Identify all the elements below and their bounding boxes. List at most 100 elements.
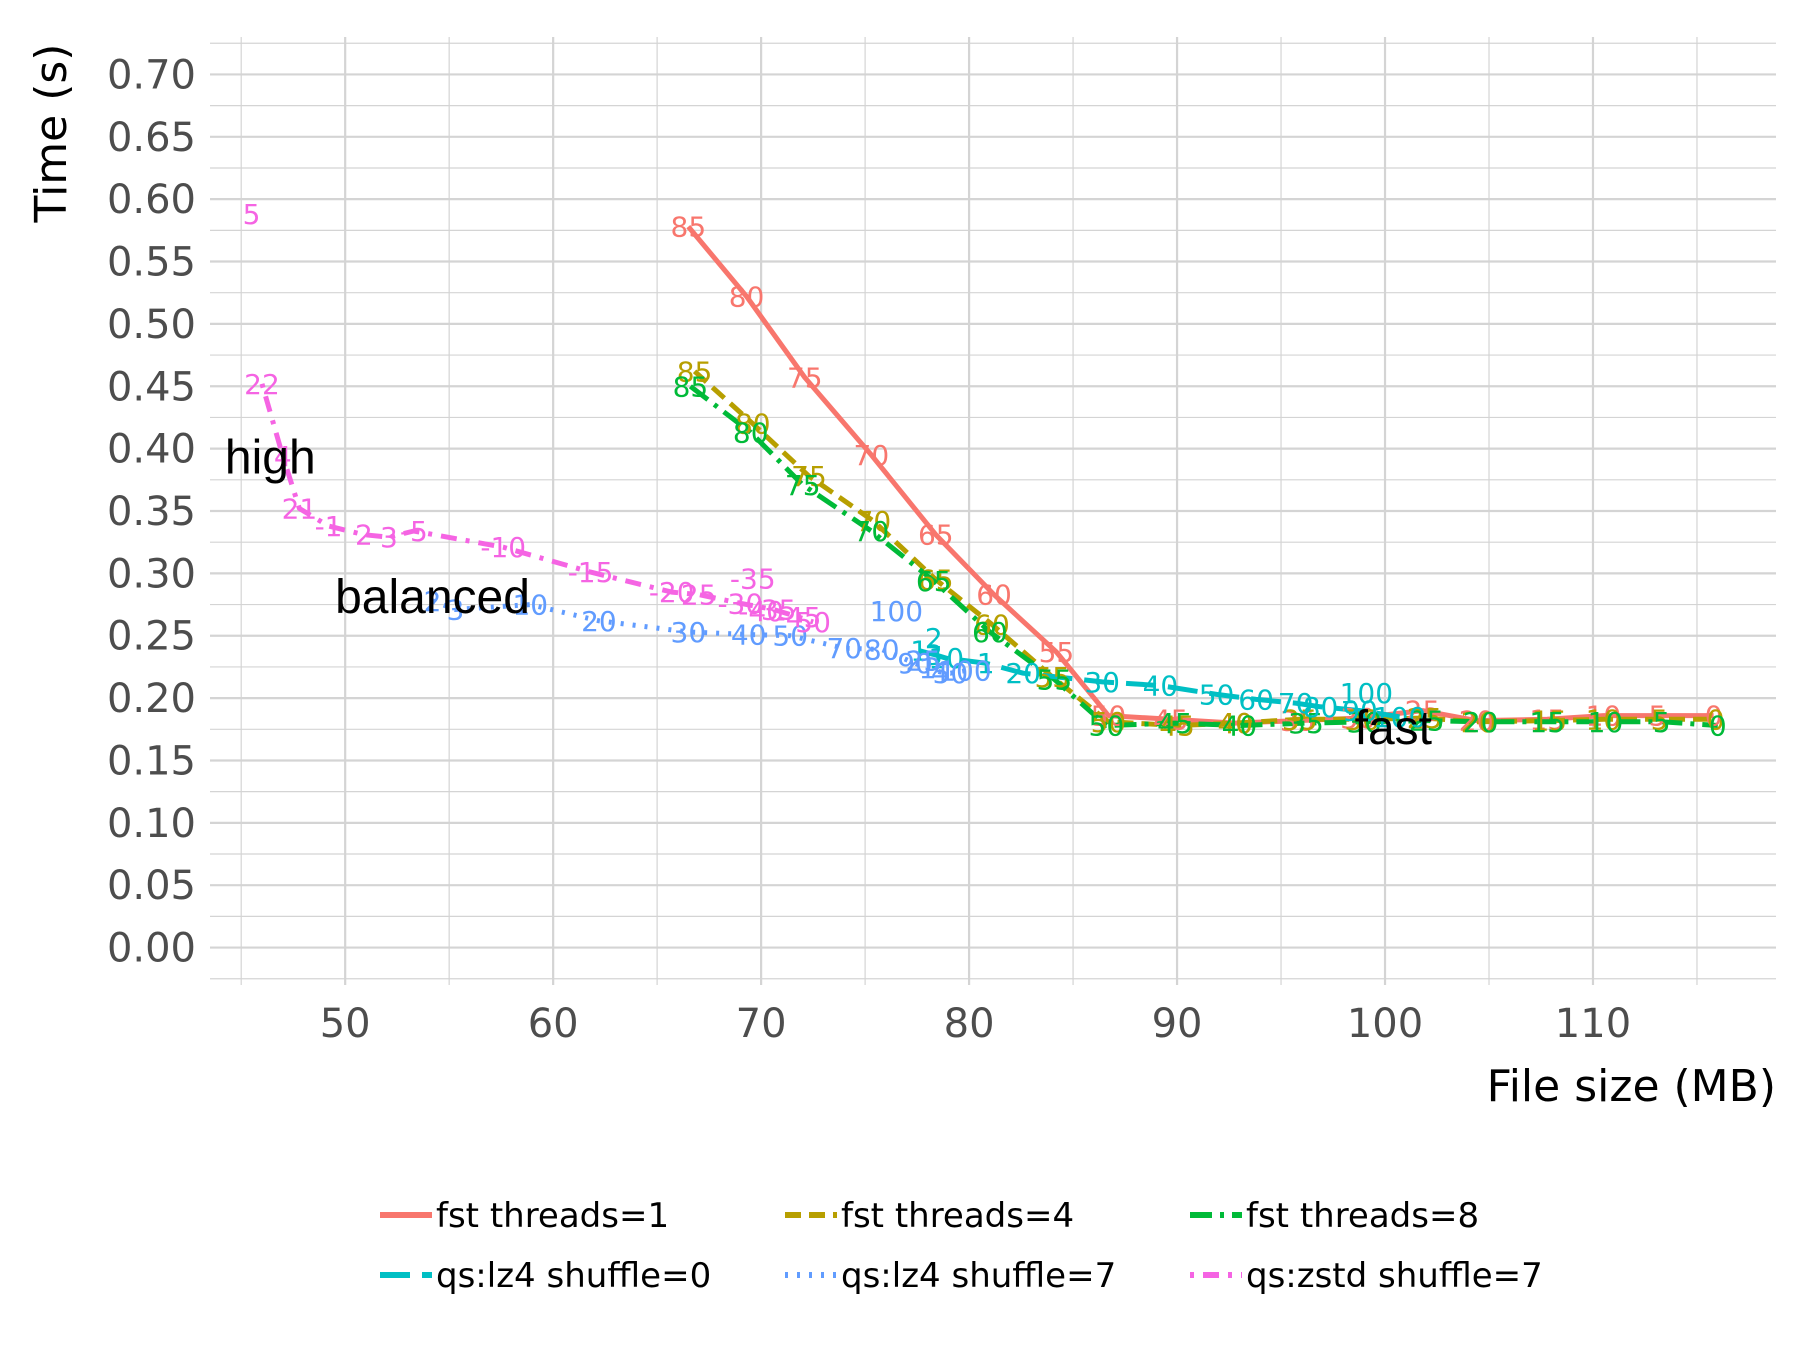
legend-label: fst threads=8 <box>1246 1196 1479 1236</box>
legend-item: qs:lz4 shuffle=7 <box>785 1256 1116 1296</box>
y-tick-label: 0.25 <box>107 614 196 660</box>
point-label: 3 <box>380 521 398 554</box>
point-label: 100 <box>1340 677 1393 710</box>
point-label: 60 <box>974 609 1010 642</box>
annotation-label: high <box>225 431 316 484</box>
point-label: 30 <box>671 616 707 649</box>
point-label: 100 <box>938 655 991 688</box>
point-label: -35 <box>730 562 776 595</box>
point-label: 30 <box>1084 666 1120 699</box>
point-label: 25 <box>1409 705 1445 738</box>
point-label: 65 <box>916 565 952 598</box>
point-label: 45 <box>1157 707 1193 740</box>
point-label: 40 <box>731 618 767 651</box>
point-label: 85 <box>673 370 709 403</box>
point-label: -30 <box>717 587 763 620</box>
y-tick-label: 0.10 <box>107 801 196 847</box>
point-label: 5 <box>1649 700 1667 733</box>
point-label: 90 <box>897 647 933 680</box>
point-label: -35 <box>751 594 797 627</box>
point-label: 65 <box>918 564 954 597</box>
point-label: 50 <box>1091 706 1127 739</box>
point-label: 40 <box>1222 710 1258 743</box>
point-label: 50 <box>1091 700 1127 733</box>
point-label: 10 <box>1586 703 1622 736</box>
point-label: 50 <box>772 620 808 653</box>
point-label: 80 <box>1303 691 1339 724</box>
series-lines <box>259 224 1718 728</box>
point-label: 80 <box>735 408 771 441</box>
legend-label: qs:lz4 shuffle=7 <box>841 1256 1116 1296</box>
point-label: 75 <box>791 460 827 493</box>
y-tick-label: 0.30 <box>107 551 196 597</box>
point-label: 25 <box>681 579 717 612</box>
point-label: 15 <box>1531 705 1567 738</box>
point-label: 10 <box>1586 700 1622 733</box>
point-label: 50 <box>795 606 831 639</box>
point-label: 25 <box>1407 702 1443 735</box>
point-label: 30 <box>1346 706 1382 739</box>
point-label: 50 <box>1199 678 1235 711</box>
point-label: 0 <box>1707 703 1725 736</box>
point-label: 4 <box>931 656 949 689</box>
point-label: 90 <box>1342 695 1378 728</box>
y-tick-label: 0.05 <box>107 863 196 909</box>
point-label: 80 <box>733 416 769 449</box>
point-label: 20 <box>1005 657 1041 690</box>
x-axis-title: File size (MB) <box>1487 1061 1776 1112</box>
legend-item: fst threads=1 <box>380 1196 669 1236</box>
legend-item: fst threads=8 <box>1190 1196 1479 1236</box>
point-label: 75 <box>787 362 823 395</box>
point-label: 1 <box>977 647 995 680</box>
point-label: 20 <box>1461 706 1497 739</box>
legend-label: qs:zstd shuffle=7 <box>1246 1256 1543 1296</box>
point-label: 40 <box>1143 670 1179 703</box>
point-label: 85 <box>671 211 707 244</box>
point-label: 45 <box>1153 703 1189 736</box>
point-label: 70 <box>826 632 862 665</box>
point-label: 55 <box>1037 663 1073 696</box>
point-label: 35 <box>1288 707 1324 740</box>
series-line <box>692 369 1716 728</box>
y-axis-title: Time (s) <box>26 44 77 224</box>
x-tick-label: 90 <box>1152 1001 1203 1047</box>
legend-label: fst threads=1 <box>436 1196 669 1236</box>
annotation-label: balanced <box>335 571 530 624</box>
point-label: -45 <box>776 601 822 634</box>
point-label: 60 <box>972 616 1008 649</box>
point-label: 25 <box>906 645 942 678</box>
point-label: 1 <box>919 652 937 685</box>
point-label: 50 <box>933 657 969 690</box>
point-label: 70 <box>854 515 890 548</box>
legend-item: fst threads=4 <box>785 1196 1074 1236</box>
x-tick-label: 80 <box>944 1001 995 1047</box>
x-axis-ticks: 50 60 70 80 90 100 110 <box>320 1001 1631 1047</box>
point-label: 60 <box>976 579 1012 612</box>
point-label: -10 <box>480 531 526 564</box>
point-label: 15 <box>1529 703 1565 736</box>
y-axis-ticks: 0.00 0.05 0.10 0.15 0.20 0.25 0.30 0.35 0.40 0.45… <box>107 52 196 971</box>
point-label: -5 <box>400 515 428 548</box>
point-label: 80 <box>864 633 900 666</box>
y-tick-label: 0.40 <box>107 427 196 473</box>
point-label: 55 <box>1039 636 1075 669</box>
legend-item: qs:lz4 shuffle=0 <box>380 1256 711 1296</box>
point-label: 1 <box>910 635 928 668</box>
point-label: -20 <box>649 576 695 609</box>
y-tick-label: 0.45 <box>107 364 196 410</box>
point-label: -15 <box>568 556 614 589</box>
point-label: 0 <box>1709 710 1727 743</box>
point-label: 55 <box>1034 661 1070 694</box>
point-label: 5 <box>1651 703 1669 736</box>
y-tick-label: 0.20 <box>107 676 196 722</box>
point-label: 100 <box>1373 701 1426 734</box>
point-label: 40 <box>1217 707 1253 740</box>
legend-label: qs:lz4 shuffle=0 <box>436 1256 711 1296</box>
point-label: 10 <box>1588 706 1624 739</box>
legend: fst threads=1 fst threads=4 fst threads=8 q… <box>380 1196 1543 1296</box>
x-tick-label: 70 <box>736 1001 787 1047</box>
point-label: -1 <box>315 510 343 543</box>
point-label: 70 <box>854 439 890 472</box>
point-label: 65 <box>918 519 954 552</box>
